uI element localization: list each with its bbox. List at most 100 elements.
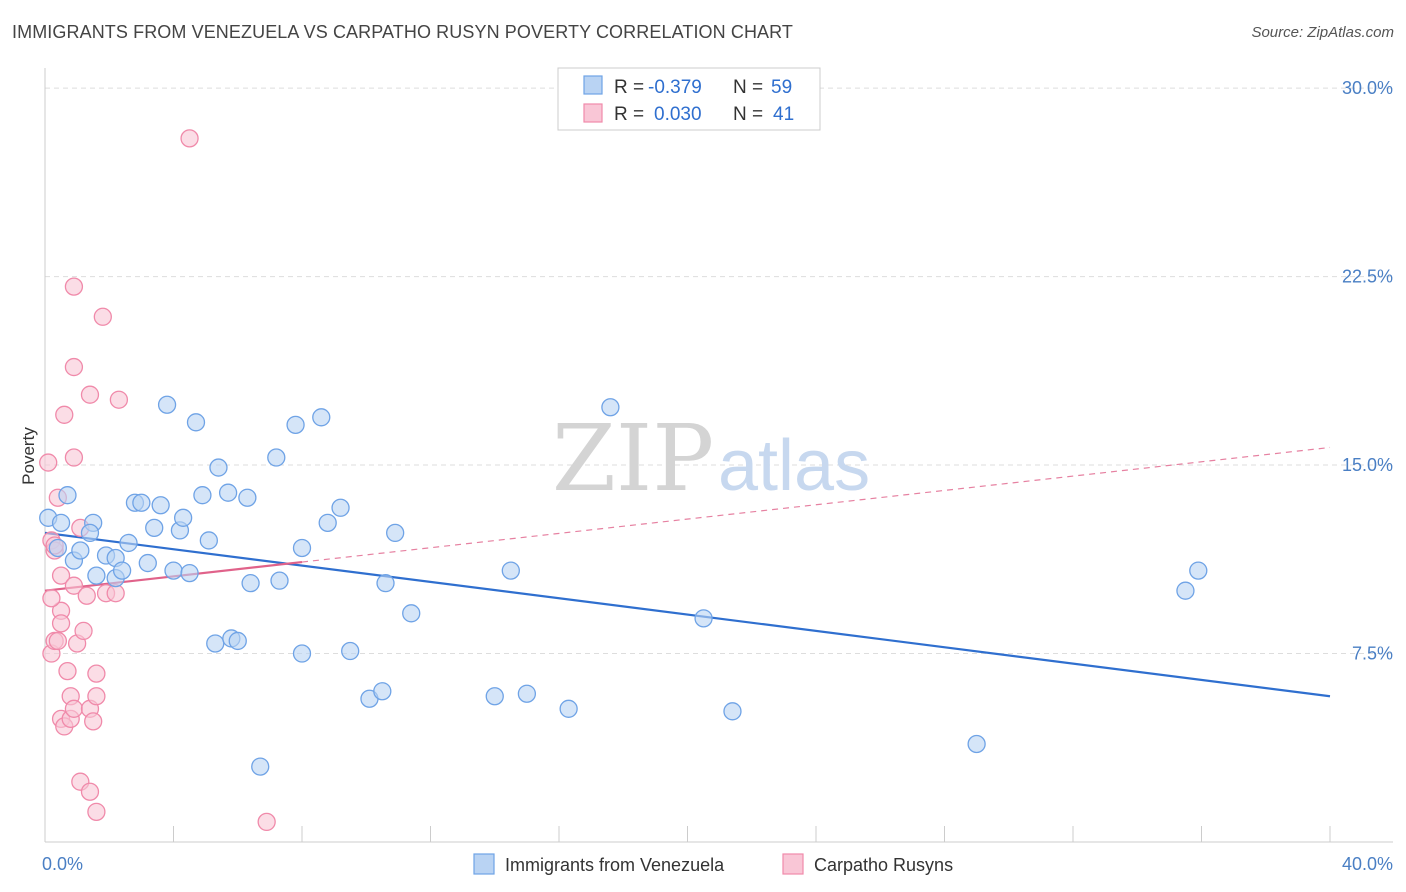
- point-venezuela-7: [80, 523, 100, 543]
- legend-n-value-venezuela: 59: [771, 77, 792, 98]
- point-rusyn-33: [93, 307, 112, 326]
- point-rusyn-31: [87, 802, 106, 821]
- point-rusyn-6: [48, 631, 67, 651]
- point-rusyn-16: [64, 576, 84, 595]
- point-venezuela-34: [251, 757, 270, 776]
- point-rusyn-22: [64, 277, 84, 296]
- point-venezuela-47: [386, 523, 405, 543]
- watermark-atlas: atlas: [718, 426, 870, 506]
- legend-box: R = -0.379 N = 59 R = 0.030 N = 41: [557, 67, 821, 131]
- point-venezuela-2: [58, 486, 77, 505]
- point-venezuela-17: [145, 518, 164, 538]
- point-rusyn-12: [58, 661, 77, 681]
- point-venezuela-1: [48, 538, 67, 558]
- point-venezuela-18: [151, 496, 170, 515]
- legend-n-value-rusyn: 41: [773, 104, 794, 125]
- point-rusyn-39: [42, 589, 61, 608]
- point-venezuela-42: [331, 498, 350, 517]
- point-venezuela-52: [559, 699, 578, 718]
- point-venezuela-45: [373, 682, 392, 701]
- point-rusyn-32: [87, 664, 106, 683]
- legend-n-label-rusyn: N =: [733, 104, 763, 125]
- point-venezuela-29: [218, 483, 238, 502]
- point-venezuela-56: [967, 734, 986, 754]
- bottom-legend-label-rusyn: Carpatho Rusyns: [814, 855, 953, 875]
- point-venezuela-35: [270, 571, 289, 590]
- trend-line-rusyn-extension: [301, 446, 1331, 563]
- point-venezuela-5: [71, 541, 90, 560]
- point-rusyn-28: [80, 782, 100, 801]
- point-venezuela-28: [209, 458, 228, 477]
- y-tick-label-2: 22.5%: [1342, 267, 1393, 287]
- bottom-legend-label-venezuela: Immigrants from Venezuela: [505, 855, 725, 875]
- point-venezuela-8: [87, 566, 106, 585]
- bottom-legend-swatch-venezuela: [473, 853, 495, 875]
- point-venezuela-54: [694, 609, 713, 628]
- point-venezuela-40: [312, 408, 331, 427]
- point-rusyn-9: [51, 614, 71, 633]
- point-rusyn-30: [87, 687, 106, 706]
- point-venezuela-26: [199, 531, 218, 550]
- point-venezuela-13: [119, 533, 138, 553]
- source-credit: Source: ZipAtlas.com: [1251, 24, 1394, 41]
- point-venezuela-46: [376, 574, 395, 593]
- point-venezuela-39: [292, 644, 312, 663]
- point-venezuela-50: [501, 561, 520, 580]
- point-rusyn-19: [74, 621, 93, 641]
- point-venezuela-37: [286, 415, 305, 434]
- trend-line-venezuela: [44, 531, 1331, 698]
- legend-n-label-venezuela: N =: [733, 77, 763, 98]
- point-rusyn-23: [55, 405, 74, 424]
- point-venezuela-31: [228, 631, 247, 651]
- legend-swatch-rusyn: [583, 103, 603, 123]
- point-venezuela-3: [51, 513, 71, 533]
- x-tick-labels: 0.0% 40.0%: [42, 854, 1393, 874]
- point-venezuela-48: [402, 604, 421, 623]
- point-venezuela-49: [485, 687, 504, 706]
- point-venezuela-33: [241, 574, 260, 593]
- point-venezuela-41: [318, 513, 337, 533]
- point-rusyn-37: [180, 129, 199, 148]
- legend-r-value-venezuela: -0.379: [648, 77, 702, 98]
- point-rusyn-35: [109, 390, 129, 409]
- point-rusyn-15: [64, 699, 84, 718]
- point-rusyn-26: [80, 385, 100, 404]
- point-venezuela-15: [132, 493, 151, 512]
- point-venezuela-43: [341, 641, 360, 661]
- point-rusyn-24: [64, 448, 84, 467]
- legend-r-value-rusyn: 0.030: [654, 104, 702, 125]
- point-venezuela-16: [138, 553, 157, 573]
- point-venezuela-55: [723, 702, 742, 721]
- x-tick-label-1: 40.0%: [1342, 854, 1393, 874]
- point-venezuela-53: [601, 398, 620, 417]
- point-venezuela-36: [267, 448, 286, 467]
- point-venezuela-38: [292, 538, 312, 558]
- y-tick-label-3: 30.0%: [1342, 78, 1393, 98]
- point-venezuela-32: [238, 488, 257, 507]
- point-venezuela-51: [517, 684, 537, 703]
- point-rusyn-0: [39, 453, 58, 472]
- watermark: ZIP atlas: [552, 405, 870, 512]
- x-tick-label-0: 0.0%: [42, 854, 83, 874]
- data-points: [39, 129, 1208, 832]
- legend-swatch-venezuela: [583, 75, 603, 95]
- y-tick-labels: 7.5% 15.0% 22.5% 30.0%: [1342, 78, 1393, 663]
- point-venezuela-20: [164, 561, 183, 580]
- point-venezuela-24: [186, 413, 206, 432]
- point-rusyn-25: [64, 357, 84, 377]
- point-venezuela-23: [180, 563, 199, 583]
- point-venezuela-22: [173, 508, 193, 527]
- point-venezuela-19: [157, 395, 177, 414]
- point-venezuela-25: [193, 486, 212, 505]
- y-tick-label-1: 15.0%: [1342, 455, 1393, 475]
- point-rusyn-38: [257, 812, 276, 832]
- bottom-legend-swatch-rusyn: [782, 853, 804, 875]
- point-rusyn-29: [84, 712, 103, 731]
- chart-title: IMMIGRANTS FROM VENEZUELA VS CARPATHO RU…: [12, 22, 794, 42]
- point-rusyn-21: [77, 586, 96, 605]
- point-venezuela-27: [206, 634, 225, 653]
- legend-r-label-rusyn: R =: [614, 104, 644, 125]
- point-venezuela-57: [1176, 581, 1195, 600]
- bottom-legend: Immigrants from Venezuela Carpatho Rusyn…: [473, 853, 953, 875]
